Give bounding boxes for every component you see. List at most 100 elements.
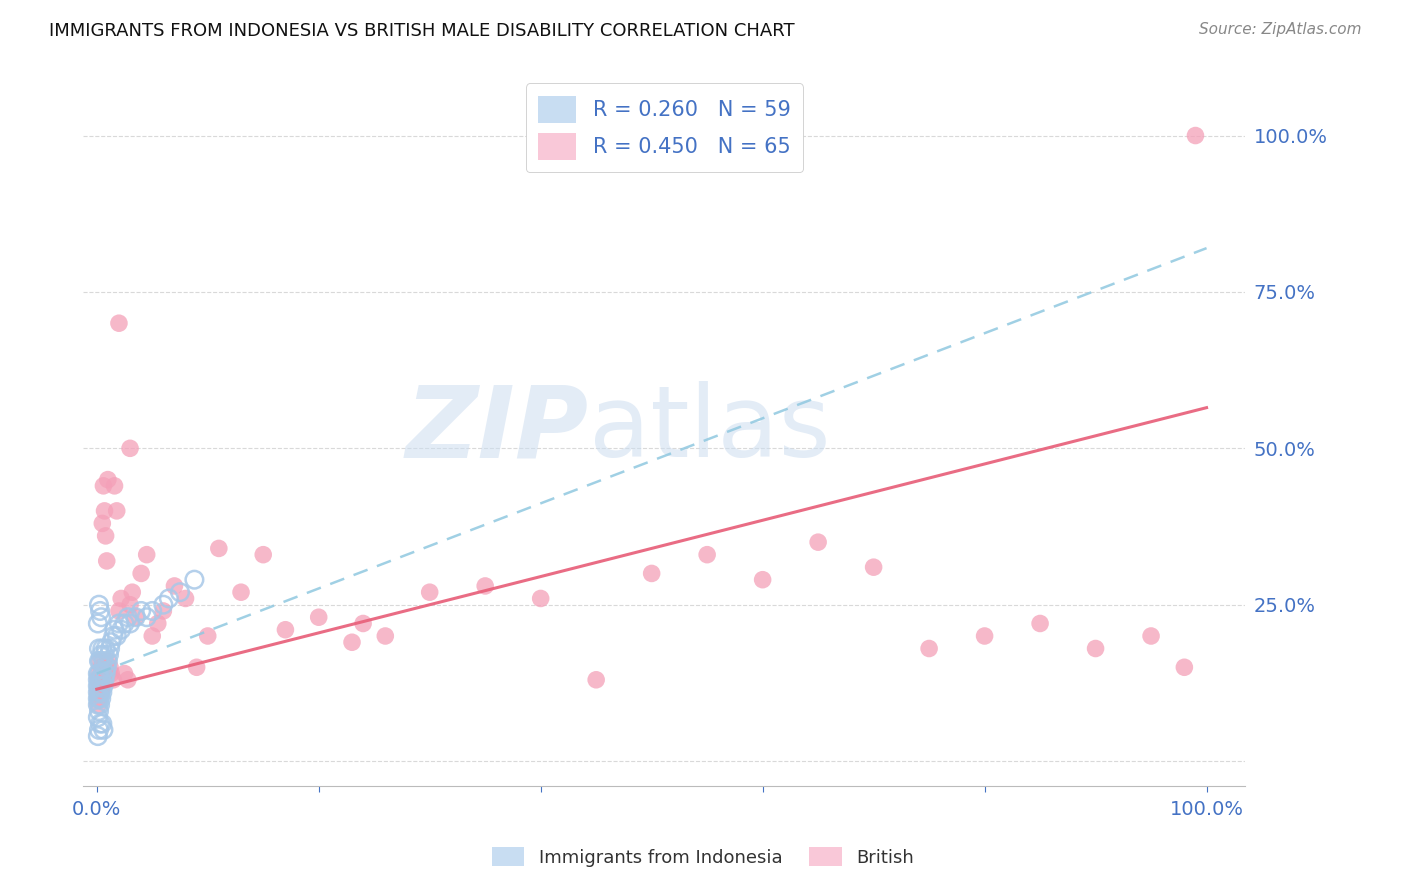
Point — [91, 666, 114, 681]
Point — [89, 698, 111, 712]
Point — [93, 648, 115, 662]
Point — [93, 504, 115, 518]
Point — [118, 442, 141, 456]
Point — [114, 666, 136, 681]
Point — [97, 473, 120, 487]
Point — [93, 723, 115, 737]
Legend: R = 0.260   N = 59, R = 0.450   N = 65: R = 0.260 N = 59, R = 0.450 N = 65 — [526, 83, 803, 172]
Point — [93, 673, 115, 687]
Point — [110, 623, 132, 637]
Point — [105, 629, 128, 643]
Point — [97, 654, 120, 668]
Point — [141, 604, 163, 618]
Point — [1140, 629, 1163, 643]
Point — [105, 504, 128, 518]
Point — [87, 710, 110, 724]
Point — [89, 654, 111, 668]
Point — [97, 654, 120, 668]
Point — [751, 573, 773, 587]
Point — [93, 479, 115, 493]
Point — [141, 629, 163, 643]
Point — [87, 729, 110, 743]
Point — [89, 604, 111, 618]
Point — [87, 691, 110, 706]
Point — [87, 679, 110, 693]
Point — [118, 598, 141, 612]
Point — [530, 591, 553, 606]
Point — [807, 535, 830, 549]
Legend: Immigrants from Indonesia, British: Immigrants from Indonesia, British — [482, 838, 924, 876]
Point — [973, 629, 995, 643]
Point — [93, 679, 115, 693]
Point — [108, 604, 131, 618]
Point — [118, 616, 141, 631]
Point — [129, 604, 152, 618]
Point — [197, 629, 219, 643]
Point — [229, 585, 252, 599]
Point — [87, 666, 110, 681]
Point — [98, 660, 121, 674]
Point — [87, 704, 110, 718]
Point — [89, 679, 111, 693]
Point — [87, 698, 110, 712]
Point — [87, 598, 110, 612]
Point — [89, 654, 111, 668]
Point — [87, 616, 110, 631]
Point — [94, 529, 117, 543]
Point — [1173, 660, 1195, 674]
Point — [108, 316, 131, 330]
Point — [1184, 128, 1206, 143]
Point — [90, 685, 112, 699]
Point — [87, 641, 110, 656]
Point — [96, 554, 118, 568]
Point — [87, 673, 110, 687]
Point — [108, 616, 131, 631]
Point — [124, 610, 146, 624]
Point — [103, 479, 125, 493]
Point — [87, 691, 110, 706]
Point — [696, 548, 718, 562]
Point — [90, 691, 112, 706]
Point — [90, 610, 112, 624]
Point — [252, 548, 274, 562]
Point — [183, 573, 205, 587]
Point — [87, 666, 110, 681]
Point — [186, 660, 208, 674]
Point — [374, 629, 396, 643]
Point — [93, 654, 115, 668]
Point — [474, 579, 496, 593]
Point — [340, 635, 363, 649]
Point — [103, 673, 125, 687]
Point — [585, 673, 607, 687]
Point — [91, 641, 114, 656]
Point — [419, 585, 441, 599]
Point — [640, 566, 662, 581]
Point — [87, 691, 110, 706]
Point — [157, 591, 180, 606]
Point — [100, 635, 122, 649]
Text: ZIP: ZIP — [406, 381, 589, 478]
Point — [89, 685, 111, 699]
Point — [174, 591, 197, 606]
Point — [352, 616, 374, 631]
Point — [308, 610, 330, 624]
Point — [91, 516, 114, 531]
Point — [129, 566, 152, 581]
Text: atlas: atlas — [589, 381, 831, 478]
Point — [90, 660, 112, 674]
Point — [96, 660, 118, 674]
Point — [124, 610, 146, 624]
Point — [87, 723, 110, 737]
Point — [169, 585, 191, 599]
Point — [146, 616, 169, 631]
Point — [862, 560, 884, 574]
Point — [135, 548, 157, 562]
Point — [87, 685, 110, 699]
Point — [208, 541, 231, 556]
Point — [152, 598, 174, 612]
Point — [91, 716, 114, 731]
Point — [87, 698, 110, 712]
Point — [103, 623, 125, 637]
Point — [87, 685, 110, 699]
Point — [117, 610, 139, 624]
